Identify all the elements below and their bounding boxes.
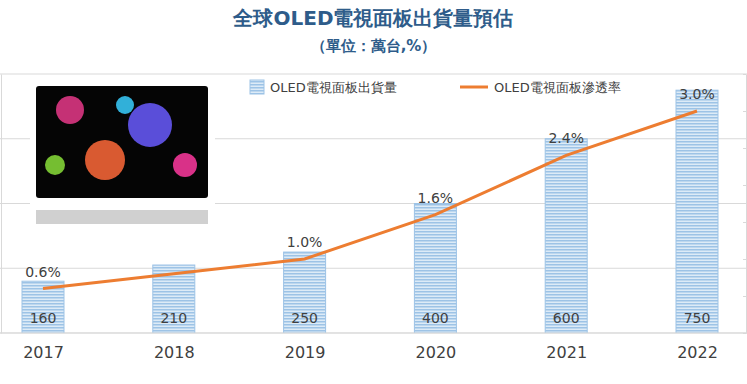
legend-label: OLED電視面板滲透率 <box>494 80 621 95</box>
grid-line <box>0 268 747 269</box>
bar <box>22 281 64 333</box>
y2-axis-line <box>746 75 747 334</box>
tv-glow <box>85 140 125 180</box>
line-label: 1.6% <box>418 190 454 206</box>
x-axis: 2017 2018 2019 2020 2021 2022 <box>0 333 747 362</box>
x-tick-label: 2022 <box>677 343 718 362</box>
y2-tick <box>743 148 746 149</box>
line-label: 2.4% <box>548 130 584 146</box>
x-tick: 2017 <box>23 333 64 362</box>
bar <box>545 139 587 333</box>
x-tick-label: 2021 <box>546 343 587 362</box>
y2-tick <box>743 222 746 223</box>
line-label: 1.0% <box>287 234 323 250</box>
line-label: 3.0% <box>679 86 715 102</box>
legend-swatch <box>250 80 264 94</box>
x-tick-label: 2019 <box>285 343 326 362</box>
y2-tick-mark <box>743 259 746 260</box>
y2-tick-mark <box>743 222 746 223</box>
tv-glow <box>116 96 134 114</box>
line-label: 0.6% <box>25 264 61 280</box>
x-tick-label: 2017 <box>23 343 64 362</box>
chart: 全球OLED電視面板出貨量預估 （單位：萬台,%） 160 210 250 400 600 7… <box>0 0 747 384</box>
x-tick-label: 2018 <box>154 343 195 362</box>
y2-tick-mark <box>743 185 746 186</box>
x-tick: 2019 <box>285 333 326 362</box>
x-tick-label: 2020 <box>416 343 457 362</box>
y-axis <box>1 75 3 334</box>
grid-line <box>0 74 747 75</box>
legend: OLED電視面板出貨量 OLED電視面板滲透率 <box>250 80 621 95</box>
legend-label: OLED電視面板出貨量 <box>270 80 397 95</box>
data-labels: 160 210 250 400 600 750 0.6% 1.0% 1.6% 2.4% 3.0% <box>25 86 715 326</box>
tv-stand <box>36 210 208 224</box>
tv-glow <box>56 96 84 124</box>
y2-tick-mark <box>743 296 746 297</box>
plot-area <box>22 90 718 333</box>
y2-tick <box>743 296 746 297</box>
x-tick: 2021 <box>546 333 587 362</box>
grid-line <box>0 333 747 334</box>
title: 全球OLED電視面板出貨量預估 <box>232 6 513 30</box>
tv-glow <box>173 153 197 177</box>
tv-screen <box>36 86 208 198</box>
bar <box>676 90 718 333</box>
grid <box>0 74 747 333</box>
subtitle: （單位：萬台,%） <box>311 37 437 55</box>
x-axis-line <box>0 333 747 334</box>
tv-glow <box>128 103 172 147</box>
y-axis-line <box>1 75 2 334</box>
x-tick: 2020 <box>416 333 457 362</box>
bar-label: 600 <box>553 310 580 326</box>
bar-label: 160 <box>30 310 57 326</box>
y2-tick-mark <box>743 111 746 112</box>
line <box>43 111 697 289</box>
y2-tick-mark <box>743 148 746 149</box>
bar <box>414 204 456 334</box>
x-tick: 2022 <box>677 333 718 362</box>
bar-label: 210 <box>160 310 187 326</box>
tv-frame <box>30 80 215 230</box>
y2-tick <box>743 74 746 75</box>
tv-glow <box>45 155 65 175</box>
tv-illustration <box>30 80 215 230</box>
y2-tick-mark <box>743 74 746 75</box>
bar-label: 750 <box>684 310 711 326</box>
legend-swatch <box>460 86 488 89</box>
y2-tick <box>743 111 746 112</box>
bar-label: 400 <box>422 310 449 326</box>
y2-tick <box>743 185 746 186</box>
bar-label: 250 <box>291 310 318 326</box>
y2-tick <box>743 259 746 260</box>
bar <box>284 252 326 333</box>
x-tick: 2018 <box>154 333 195 362</box>
y2-axis <box>743 75 747 334</box>
